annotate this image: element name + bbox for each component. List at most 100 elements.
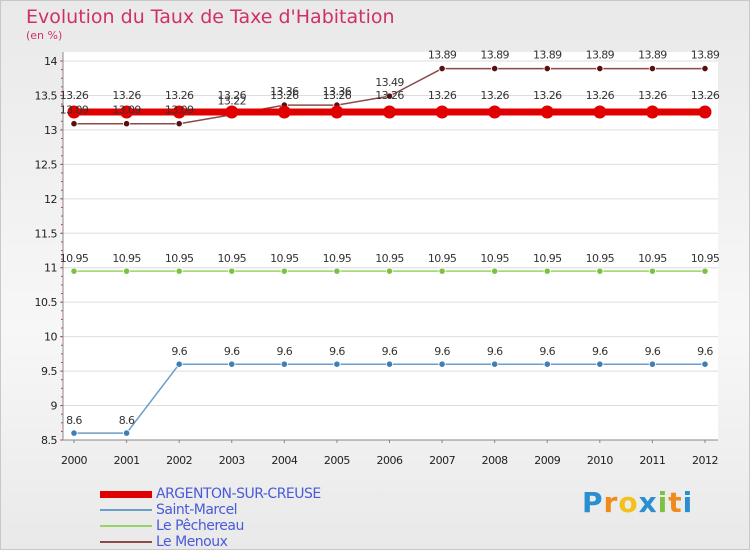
series-point-2: [543, 267, 551, 275]
data-label-1: 9.6: [645, 345, 661, 358]
series-point-1: [648, 360, 657, 368]
legend-item-saint-marcel: Saint-Marcel: [100, 502, 321, 518]
legend-item-argenton: ARGENTON-SUR-CREUSE: [100, 486, 321, 502]
proxiti-logo: Proxiti: [582, 486, 693, 519]
data-label-0: 13.26: [428, 89, 457, 102]
data-label-1: 9.6: [434, 345, 450, 358]
data-label-2: 10.95: [270, 252, 299, 265]
data-label-1: 9.6: [382, 345, 398, 358]
series-point-1: [333, 360, 341, 368]
data-label-2: 10.95: [323, 252, 352, 265]
data-label-0: 13.26: [691, 89, 720, 102]
series-point-3: [70, 120, 78, 128]
x-tick-label: 2009: [534, 454, 560, 467]
data-label-0: 13.26: [60, 89, 89, 102]
y-tick-label: 13: [44, 124, 57, 137]
data-label-0: 13.26: [533, 89, 562, 102]
series-point-0: [120, 105, 134, 119]
data-label-3: 13.89: [533, 49, 562, 62]
data-label-1: 9.6: [171, 345, 187, 358]
x-tick-label: 2006: [377, 454, 403, 467]
data-label-3: 13.49: [375, 76, 404, 89]
x-tick-label: 2000: [61, 454, 87, 467]
x-tick-label: 2002: [166, 454, 192, 467]
series-point-0: [383, 105, 396, 119]
legend-label-saint-marcel: Saint-Marcel: [156, 502, 238, 518]
y-tick-label: 9.5: [41, 365, 57, 378]
x-tick-label: 2010: [587, 454, 613, 467]
series-point-1: [228, 360, 236, 368]
brand-letter: i: [657, 486, 669, 519]
series-point-2: [596, 267, 604, 275]
data-label-1: 9.6: [224, 345, 240, 358]
series-point-3: [648, 64, 657, 73]
legend-item-le-menoux: Le Menoux: [100, 534, 321, 550]
legend-label-argenton: ARGENTON-SUR-CREUSE: [156, 486, 321, 502]
data-label-2: 10.95: [533, 252, 562, 265]
x-tick-label: 2008: [482, 454, 508, 467]
series-point-3: [701, 64, 709, 73]
series-point-3: [175, 120, 183, 128]
series-point-2: [280, 267, 288, 275]
series-point-1: [280, 360, 288, 368]
series-point-2: [385, 267, 394, 275]
series-point-2: [438, 267, 446, 275]
data-label-3: 13.22: [218, 95, 247, 108]
series-point-3: [438, 64, 446, 73]
series-point-2: [648, 267, 657, 275]
data-label-2: 10.95: [218, 252, 247, 265]
brand-letter: t: [668, 486, 683, 519]
y-tick-label: 14: [44, 55, 57, 68]
series-point-1: [70, 429, 78, 437]
data-label-3: 13.89: [638, 49, 667, 62]
brand-letter: x: [638, 486, 658, 519]
series-point-1: [438, 360, 446, 368]
legend-label-le-menoux: Le Menoux: [156, 534, 228, 550]
data-label-2: 10.95: [691, 252, 720, 265]
x-tick-label: 2011: [639, 454, 665, 467]
data-label-1: 9.6: [276, 345, 292, 358]
brand-letter: r: [603, 486, 619, 519]
data-label-2: 10.95: [375, 252, 404, 265]
series-point-0: [698, 105, 712, 119]
data-label-3: 13.09: [60, 104, 89, 117]
y-tick-label: 12.5: [35, 158, 58, 171]
x-tick-label: 2005: [324, 454, 350, 467]
series-point-3: [385, 92, 394, 100]
series-point-0: [172, 105, 186, 119]
data-label-0: 13.26: [375, 89, 404, 102]
y-tick-label: 13.5: [35, 89, 58, 102]
y-tick-label: 10.5: [35, 296, 58, 309]
series-point-2: [122, 267, 131, 275]
data-label-3: 13.89: [480, 49, 509, 62]
series-point-0: [645, 105, 659, 119]
y-tick-label: 11: [44, 262, 57, 275]
x-tick-label: 2004: [271, 454, 297, 467]
data-label-1: 9.6: [539, 345, 555, 358]
data-label-3: 13.89: [691, 49, 720, 62]
legend-item-le-pechereau: Le Pêchereau: [100, 518, 321, 534]
data-label-0: 13.26: [165, 89, 194, 102]
series-point-1: [701, 360, 709, 368]
x-tick-label: 2003: [219, 454, 245, 467]
data-label-1: 9.6: [697, 345, 713, 358]
series-point-3: [491, 64, 499, 73]
y-tick-label: 8.5: [41, 434, 57, 447]
data-label-2: 10.95: [638, 252, 667, 265]
data-label-1: 8.6: [119, 414, 135, 427]
y-tick-label: 11.5: [35, 227, 58, 240]
series-point-2: [333, 267, 341, 275]
legend-swatch-le-menoux: [100, 541, 152, 543]
series-point-0: [435, 105, 449, 119]
series-point-0: [488, 105, 502, 119]
chart-subtitle: (en %): [26, 29, 63, 42]
series-point-3: [596, 64, 604, 73]
series-point-1: [122, 429, 131, 437]
data-label-2: 10.95: [112, 252, 141, 265]
series-point-0: [540, 105, 554, 119]
data-label-0: 13.26: [638, 89, 667, 102]
chart-title: Evolution du Taux de Taxe d'Habitation: [26, 6, 395, 28]
data-label-2: 10.95: [165, 252, 194, 265]
legend-swatch-saint-marcel: [100, 509, 152, 511]
data-label-0: 13.26: [218, 89, 247, 102]
